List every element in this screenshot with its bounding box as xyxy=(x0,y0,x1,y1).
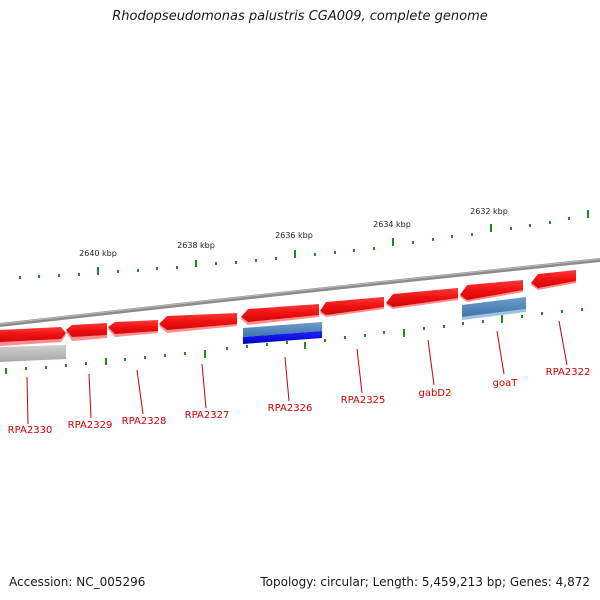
kbp-label: 2636 kbp xyxy=(275,231,313,240)
gene-arrow-RPA2326[interactable] xyxy=(241,304,319,322)
genome-backbone-highlight xyxy=(0,258,600,325)
rna-bar-light[interactable] xyxy=(243,322,322,337)
gene-label-RPA2325[interactable]: RPA2325 xyxy=(341,395,386,406)
genome-backbone xyxy=(0,258,600,327)
leader-line xyxy=(88,373,92,419)
feature-track xyxy=(0,297,526,362)
leader-line xyxy=(558,320,568,366)
leader-line xyxy=(496,330,505,375)
gene-label-RPA2326[interactable]: RPA2326 xyxy=(268,403,313,414)
leader-line xyxy=(201,363,207,409)
upper-tick-row xyxy=(19,210,589,279)
pseudo-gene-bar[interactable] xyxy=(0,345,66,362)
gene-label-gabD2[interactable]: gabD2 xyxy=(419,388,452,399)
leader-line xyxy=(26,376,29,425)
gene-track xyxy=(0,270,576,346)
gene-arrow-RPA2329[interactable] xyxy=(66,323,107,337)
map-title: Rhodopseudomonas palustris CGA009, compl… xyxy=(112,9,488,24)
leader-line xyxy=(356,348,363,394)
kbp-label: 2634 kbp xyxy=(373,220,411,229)
leader-line xyxy=(427,339,435,386)
rna-bar-goaT-shadow xyxy=(462,309,526,320)
gene-label-RPA2330[interactable]: RPA2330 xyxy=(8,425,53,436)
rna-bar-goaT[interactable] xyxy=(462,297,526,317)
kbp-label: 2638 kbp xyxy=(177,241,215,250)
gene-arrow-RPA2327[interactable] xyxy=(159,313,237,330)
gene-label-goaT[interactable]: goaT xyxy=(493,378,519,389)
rna-bar-dark[interactable] xyxy=(243,331,322,344)
gene-arrow-gabD2[interactable] xyxy=(386,288,458,307)
leader-line xyxy=(136,369,144,415)
gene-arrow-RPA2328[interactable] xyxy=(108,320,158,334)
lower-tick-row xyxy=(5,308,583,374)
gene-label-RPA2327[interactable]: RPA2327 xyxy=(185,410,230,421)
gene-arrow-RPA2322[interactable] xyxy=(531,270,576,288)
gene-label-RPA2329[interactable]: RPA2329 xyxy=(68,420,113,431)
accession-text: Accession: NC_005296 xyxy=(9,575,146,589)
gene-arrow-goaT[interactable] xyxy=(460,280,523,300)
label-leaders xyxy=(26,320,568,425)
gene-label-RPA2328[interactable]: RPA2328 xyxy=(122,416,167,427)
leader-line xyxy=(284,356,290,402)
kbp-label: 2632 kbp xyxy=(470,207,508,216)
gene-arrow-RPA2330[interactable] xyxy=(0,327,66,342)
gene-arrow-RPA2325[interactable] xyxy=(320,297,384,315)
kbp-label: 2640 kbp xyxy=(79,249,117,258)
genome-summary-text: Topology: circular; Length: 5,459,213 bp… xyxy=(260,575,590,589)
gene-label-RPA2322[interactable]: RPA2322 xyxy=(546,367,591,378)
